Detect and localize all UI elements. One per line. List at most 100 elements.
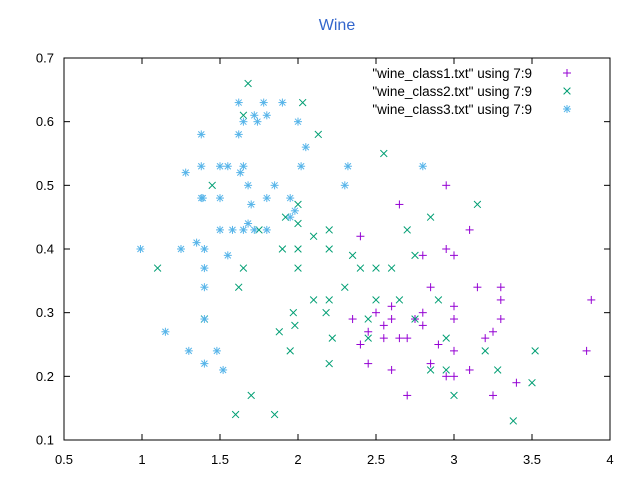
data-point	[450, 302, 458, 311]
data-point	[200, 359, 209, 368]
data-point	[343, 162, 352, 171]
data-point	[473, 200, 482, 209]
data-point	[434, 296, 443, 304]
data-point	[275, 328, 284, 336]
data-point	[234, 283, 243, 291]
data-point	[278, 245, 287, 253]
x-tick-label: 3.5	[523, 452, 541, 467]
series-1	[348, 181, 596, 400]
data-point	[512, 378, 521, 387]
x-tick-label: 2	[294, 452, 301, 467]
data-point	[379, 334, 388, 343]
legend: "wine_class1.txt" using 7:9 "wine_class2.…	[372, 66, 571, 117]
data-point	[247, 200, 256, 209]
data-point	[177, 245, 185, 253]
data-point	[489, 391, 497, 400]
data-point	[411, 315, 419, 323]
data-point	[325, 245, 333, 253]
legend-marker-3	[563, 105, 571, 113]
data-point	[395, 334, 404, 343]
data-point	[181, 168, 190, 177]
x-tick-label: 3	[450, 452, 457, 467]
data-point	[200, 264, 209, 273]
data-point	[587, 295, 596, 304]
legend-marker-2	[563, 87, 571, 95]
data-point	[426, 283, 435, 292]
data-point	[294, 245, 302, 253]
y-tick-label: 0.7	[36, 51, 54, 66]
data-point	[223, 251, 232, 260]
data-point	[250, 111, 259, 120]
data-point	[403, 391, 412, 400]
data-point	[340, 181, 349, 190]
x-tick-label: 0.5	[55, 452, 73, 467]
data-point	[198, 194, 207, 203]
data-point	[481, 347, 489, 355]
data-point	[387, 264, 396, 272]
data-point	[297, 162, 306, 171]
data-point	[216, 225, 224, 234]
data-point	[387, 315, 396, 324]
data-point	[364, 359, 373, 368]
data-point	[228, 225, 237, 234]
x-tick-label: 4	[606, 452, 613, 467]
data-point	[496, 295, 505, 304]
data-point	[239, 225, 248, 234]
series-3	[136, 98, 427, 374]
data-point	[418, 251, 427, 260]
data-point	[197, 162, 206, 171]
data-point	[387, 302, 396, 311]
data-point	[262, 194, 271, 203]
y-tick-label: 0.3	[36, 305, 54, 320]
data-point	[236, 168, 245, 177]
data-point	[372, 264, 380, 272]
y-tick-label: 0.4	[36, 242, 54, 257]
data-point	[286, 213, 295, 222]
y-tick-label: 0.1	[36, 433, 54, 448]
y-tick-labels: 0.1 0.2 0.3 0.4 0.5 0.6 0.7	[36, 51, 54, 448]
data-point	[328, 334, 337, 342]
data-point	[294, 219, 302, 228]
data-point	[325, 226, 333, 234]
data-point	[442, 366, 450, 374]
data-point	[364, 334, 372, 342]
data-point	[380, 149, 388, 158]
data-point	[231, 410, 240, 419]
data-point	[489, 327, 497, 336]
data-point	[473, 283, 482, 292]
data-point	[528, 378, 536, 387]
data-point	[442, 372, 451, 381]
data-point	[465, 225, 474, 234]
data-point	[465, 365, 474, 374]
data-point	[247, 391, 255, 400]
data-point	[262, 111, 271, 120]
data-point	[192, 238, 201, 247]
data-point	[403, 226, 411, 234]
data-point	[239, 264, 248, 272]
data-point	[450, 315, 458, 324]
data-point	[364, 327, 373, 336]
data-point	[325, 359, 333, 368]
data-point	[356, 232, 365, 241]
data-point	[426, 366, 435, 374]
data-point	[418, 321, 427, 330]
data-point	[153, 264, 162, 272]
data-point	[509, 417, 518, 425]
data-points	[136, 79, 596, 425]
data-point	[278, 98, 287, 107]
data-point	[244, 79, 252, 88]
data-point	[372, 296, 380, 304]
data-point	[582, 346, 591, 355]
data-point	[442, 245, 451, 253]
x-tick-label: 1	[138, 452, 145, 467]
data-point	[450, 372, 458, 381]
data-point	[442, 181, 451, 190]
data-point	[244, 219, 253, 228]
data-point	[239, 111, 248, 120]
data-point	[372, 308, 380, 317]
x-tick-label: 1.5	[211, 452, 229, 467]
data-point	[298, 98, 307, 107]
legend-label-3: "wine_class3.txt" using 7:9	[372, 102, 532, 117]
data-point	[325, 296, 333, 304]
